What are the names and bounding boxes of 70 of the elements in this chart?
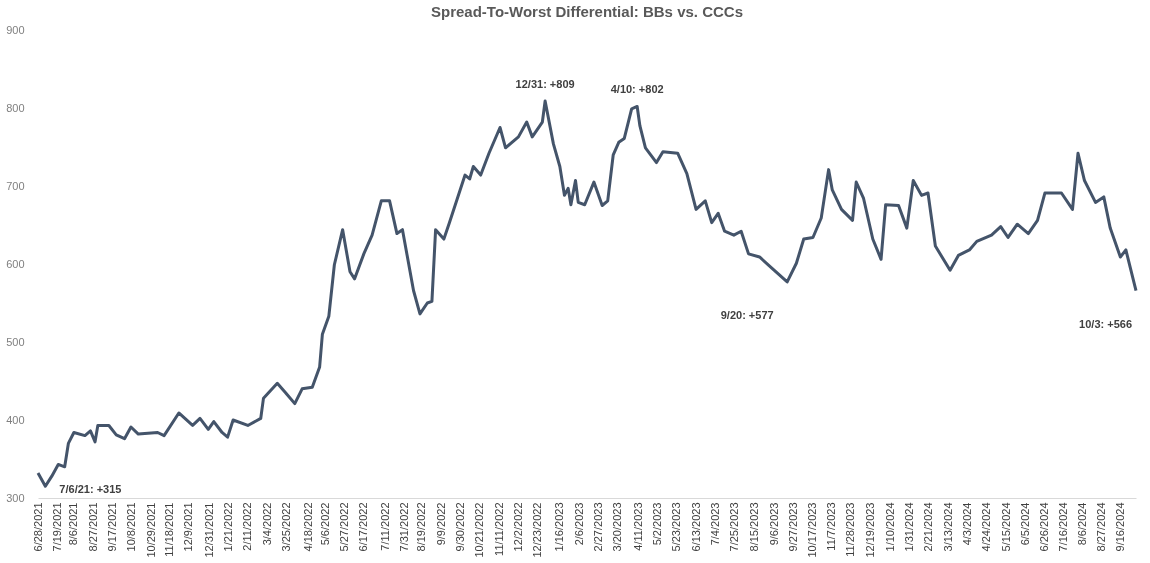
x-tick-label: 9/27/2023 bbox=[787, 502, 800, 552]
y-tick-label: 900 bbox=[6, 23, 25, 36]
x-tick-label: 8/19/2022 bbox=[415, 502, 428, 552]
x-tick-label: 2/21/2024 bbox=[922, 502, 935, 552]
x-tick-label: 5/2/2023 bbox=[650, 502, 663, 546]
x-tick-label: 3/25/2022 bbox=[280, 502, 292, 552]
x-tick-label: 4/24/2024 bbox=[980, 502, 993, 552]
x-tick-label: 8/6/2021 bbox=[67, 502, 80, 546]
x-tick-label: 1/31/2024 bbox=[903, 502, 916, 552]
x-tick-label: 2/11/2022 bbox=[241, 502, 254, 551]
x-tick-label: 10/29/2021 bbox=[144, 502, 157, 558]
x-tick-label: 12/2/2022 bbox=[511, 502, 524, 552]
annotation: 12/31: +809 bbox=[515, 77, 575, 90]
x-tick-label: 5/27/2022 bbox=[337, 502, 350, 552]
x-tick-label: 6/17/2022 bbox=[357, 502, 370, 552]
x-tick-label: 1/10/2024 bbox=[883, 502, 896, 552]
x-tick-label: 12/23/2022 bbox=[531, 502, 544, 558]
x-tick-label: 9/9/2022 bbox=[434, 502, 447, 546]
x-tick-label: 11/18/2021 bbox=[163, 502, 176, 557]
x-tick-label: 10/8/2021 bbox=[125, 502, 138, 552]
x-tick-label: 7/31/2022 bbox=[397, 502, 410, 552]
x-tick-label: 8/27/2024 bbox=[1095, 502, 1108, 552]
x-tick-label: 4/18/2022 bbox=[302, 502, 315, 552]
x-tick-label: 10/17/2023 bbox=[805, 502, 818, 558]
annotation: 7/6/21: +315 bbox=[59, 483, 122, 496]
x-tick-label: 8/27/2021 bbox=[86, 502, 99, 552]
x-tick-label: 8/6/2024 bbox=[1076, 502, 1089, 546]
x-tick-label: 11/11/2022 bbox=[492, 502, 505, 556]
x-tick-label: 2/6/2023 bbox=[572, 502, 585, 546]
x-tick-label: 9/16/2024 bbox=[1113, 502, 1126, 552]
annotation: 10/3: +566 bbox=[1079, 317, 1132, 330]
chart-title: Spread-To-Worst Differential: BBs vs. CCCs bbox=[431, 3, 743, 20]
y-tick-label: 500 bbox=[6, 335, 25, 348]
y-tick-label: 600 bbox=[6, 257, 25, 270]
x-tick-label: 4/11/2023 bbox=[631, 502, 644, 551]
x-tick-label: 6/5/2024 bbox=[1019, 502, 1032, 546]
x-tick-label: 3/4/2022 bbox=[260, 502, 273, 546]
x-tick-label: 7/16/2024 bbox=[1056, 502, 1069, 552]
x-tick-label: 7/4/2023 bbox=[708, 502, 721, 546]
x-tick-label: 1/21/2022 bbox=[222, 502, 235, 552]
x-tick-label: 6/26/2024 bbox=[1038, 502, 1051, 552]
annotation: 4/10: +802 bbox=[610, 83, 664, 96]
x-tick-label: 12/31/2021 bbox=[202, 502, 215, 558]
x-tick-label: 5/6/2022 bbox=[318, 502, 331, 546]
x-tick-label: 7/11/2022 bbox=[379, 502, 392, 551]
x-tick-label: 7/19/2021 bbox=[50, 502, 63, 552]
y-tick-label: 300 bbox=[6, 491, 25, 504]
x-tick-label: 9/6/2023 bbox=[767, 502, 780, 546]
x-tick-label: 2/27/2023 bbox=[592, 502, 604, 552]
x-tick-label: 7/25/2023 bbox=[728, 502, 741, 552]
x-tick-label: 10/21/2022 bbox=[473, 502, 486, 558]
y-tick-label: 400 bbox=[6, 413, 25, 426]
x-tick-label: 3/20/2023 bbox=[611, 502, 624, 552]
y-tick-label: 700 bbox=[6, 179, 25, 192]
x-tick-label: 6/28/2021 bbox=[31, 502, 44, 552]
annotation: 9/20: +577 bbox=[720, 308, 774, 321]
x-tick-label: 12/9/2021 bbox=[182, 502, 195, 552]
x-tick-label: 12/19/2023 bbox=[863, 502, 876, 558]
x-tick-label: 4/3/2024 bbox=[961, 502, 974, 546]
x-tick-label: 5/15/2024 bbox=[999, 502, 1012, 552]
x-tick-label: 9/17/2021 bbox=[106, 502, 119, 552]
x-tick-label: 11/7/2023 bbox=[824, 502, 837, 551]
x-tick-label: 1/16/2023 bbox=[553, 502, 566, 552]
x-tick-label: 8/15/2023 bbox=[747, 502, 760, 552]
y-tick-label: 800 bbox=[6, 101, 25, 114]
x-tick-label: 11/28/2023 bbox=[844, 502, 857, 557]
x-tick-label: 9/30/2022 bbox=[453, 502, 466, 552]
x-tick-label: 5/23/2023 bbox=[670, 502, 683, 552]
x-tick-label: 3/13/2024 bbox=[941, 502, 954, 552]
x-tick-label: 6/13/2023 bbox=[689, 502, 702, 552]
